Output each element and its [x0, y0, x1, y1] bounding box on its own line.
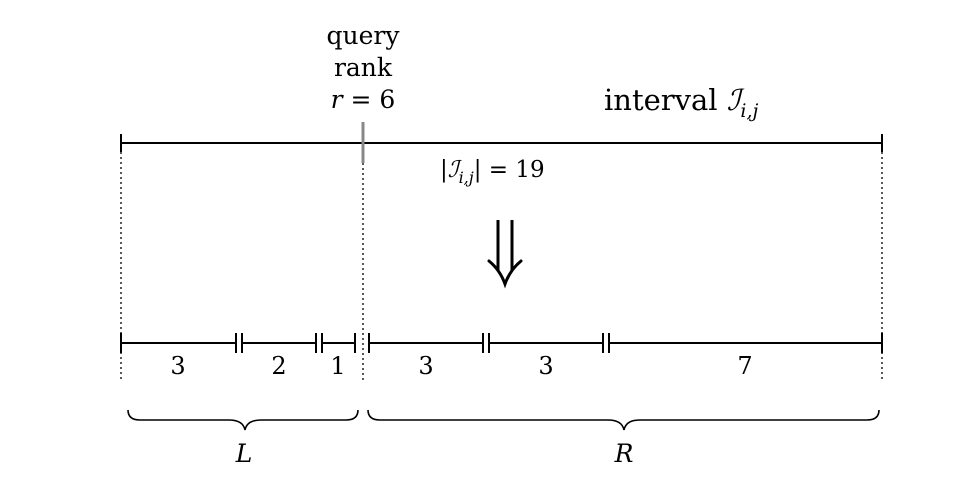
interval-size: |ℐi,j| = 19	[440, 157, 545, 187]
segmented-line	[120, 333, 883, 353]
segment-label-l3: 1	[330, 352, 345, 380]
interval-size-subscript: i,j	[459, 168, 474, 187]
segment-label-r3: 7	[737, 352, 752, 380]
left-brace	[127, 409, 359, 431]
interval-word: interval	[604, 83, 727, 117]
segment-label-r1: 3	[418, 352, 433, 380]
double-down-arrow-icon	[487, 220, 523, 289]
query-rank-eq: = 6	[343, 85, 396, 114]
group-label-left: L	[235, 439, 253, 468]
query-label-line2: rank	[334, 53, 393, 82]
interval-size-open: |ℐ	[440, 157, 463, 183]
interval-symbol: ℐ	[727, 83, 745, 117]
query-rank-value: r = 6	[331, 85, 396, 114]
segment-label-l1: 3	[170, 352, 185, 380]
group-label-right: R	[614, 439, 634, 468]
query-label-line1: query	[327, 21, 401, 50]
right-brace	[367, 409, 880, 431]
interval-subscript: i,j	[740, 100, 758, 122]
interval-title: interval ℐi,j	[604, 83, 759, 122]
segment-label-r2: 3	[538, 352, 553, 380]
query-rank-var: r	[331, 85, 345, 114]
interval-size-close: | = 19	[474, 157, 545, 183]
segment-label-l2: 2	[271, 352, 286, 380]
